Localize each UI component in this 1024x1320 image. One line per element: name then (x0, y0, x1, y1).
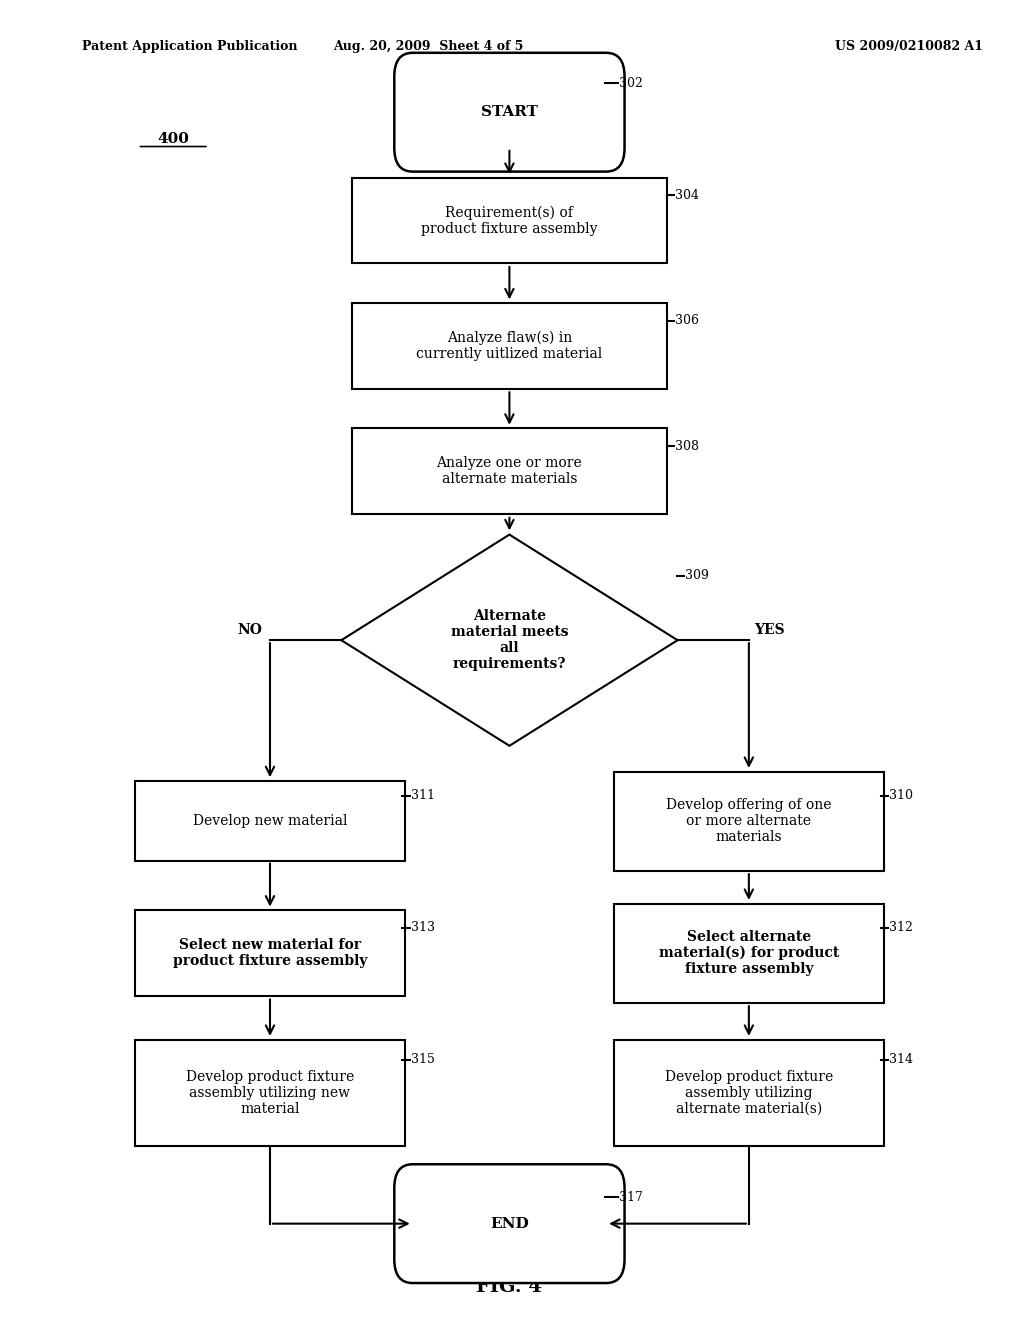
Text: END: END (490, 1217, 528, 1230)
Text: Patent Application Publication: Patent Application Publication (82, 40, 297, 53)
Text: 314: 314 (890, 1053, 913, 1067)
Text: Develop new material: Develop new material (193, 814, 347, 828)
Text: 310: 310 (890, 789, 913, 803)
Text: 306: 306 (676, 314, 699, 327)
Text: 302: 302 (620, 77, 643, 90)
Text: FIG. 4: FIG. 4 (476, 1278, 543, 1296)
Text: Select new material for
product fixture assembly: Select new material for product fixture … (173, 939, 368, 968)
Bar (613, 1040, 884, 1146)
Text: START: START (481, 106, 538, 119)
Bar (351, 304, 668, 388)
Text: Analyze flaw(s) in
currently uitlized material: Analyze flaw(s) in currently uitlized ma… (417, 330, 602, 362)
Text: 312: 312 (890, 921, 913, 935)
Text: Develop offering of one
or more alternate
materials: Develop offering of one or more alternat… (666, 797, 831, 845)
Text: 313: 313 (411, 921, 434, 935)
Text: YES: YES (754, 623, 784, 636)
Bar (351, 177, 668, 263)
Text: 304: 304 (676, 189, 699, 202)
Text: Alternate
material meets
all
requirements?: Alternate material meets all requirement… (451, 609, 568, 672)
Text: 309: 309 (685, 569, 709, 582)
Bar (613, 771, 884, 871)
Text: Develop product fixture
assembly utilizing new
material: Develop product fixture assembly utilizi… (186, 1069, 354, 1117)
Bar (351, 428, 668, 513)
Text: 308: 308 (676, 440, 699, 453)
Text: 315: 315 (411, 1053, 434, 1067)
Text: 400: 400 (158, 132, 189, 145)
Bar (135, 781, 406, 861)
Bar (135, 911, 406, 995)
Text: Develop product fixture
assembly utilizing
alternate material(s): Develop product fixture assembly utilizi… (665, 1069, 833, 1117)
Bar (135, 1040, 406, 1146)
Text: 311: 311 (411, 789, 434, 803)
Text: NO: NO (238, 623, 262, 636)
Text: Analyze one or more
alternate materials: Analyze one or more alternate materials (436, 457, 583, 486)
Text: 317: 317 (620, 1191, 643, 1204)
Bar (613, 903, 884, 1003)
Text: US 2009/0210082 A1: US 2009/0210082 A1 (836, 40, 983, 53)
Polygon shape (341, 535, 678, 746)
Text: Aug. 20, 2009  Sheet 4 of 5: Aug. 20, 2009 Sheet 4 of 5 (333, 40, 523, 53)
Text: Requirement(s) of
product fixture assembly: Requirement(s) of product fixture assemb… (421, 205, 598, 236)
FancyBboxPatch shape (394, 1164, 625, 1283)
Text: Select alternate
material(s) for product
fixture assembly: Select alternate material(s) for product… (658, 929, 839, 977)
FancyBboxPatch shape (394, 53, 625, 172)
